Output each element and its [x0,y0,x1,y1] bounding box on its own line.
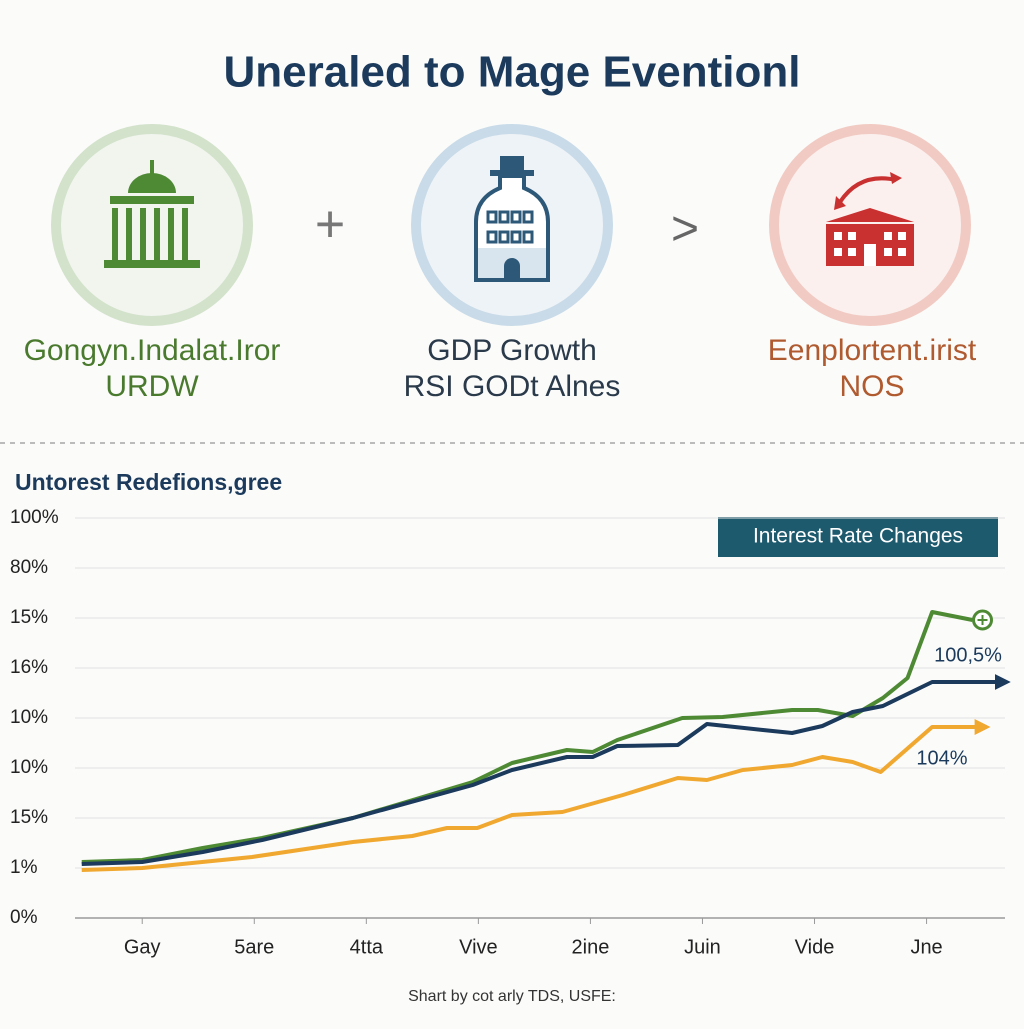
panel-label: URDW [105,370,199,403]
annotation: 100,5% [934,644,1002,666]
arrow-sign: > [671,203,699,256]
x-tick-label: Juin [684,936,721,958]
panel-label: RSI GODt Alnes [404,370,621,403]
y-tick-label: 10% [10,757,48,778]
y-tick-label: 0% [10,907,38,928]
government-icon [51,124,253,326]
panel-label: Eenplortent.irist [768,334,977,367]
x-tick-label: 5are [234,936,274,958]
badge-text: Interest Rate Changes [753,525,963,548]
panel-label: NOS [839,370,904,403]
y-tick-label: 100% [10,507,59,528]
x-tick-label: 2ine [572,936,610,958]
panel-label: Gongyn.Indalat.Iror [24,334,281,367]
y-tick-label: 80% [10,557,48,578]
badge [718,517,998,557]
chart-title: Untorest Redefions,gree [15,469,282,495]
footer: Shart by cot arly TDS, USFE: [408,988,616,1005]
annotation: 104% [916,747,967,769]
bottle-icon [411,124,613,326]
y-tick-label: 16% [10,657,48,678]
y-tick-label: 1% [10,857,38,878]
panel-label: GDP Growth [427,334,597,367]
end-marker-plus [977,615,988,625]
y-tick-label: 15% [10,807,48,828]
x-tick-label: Gay [124,936,161,958]
x-tick-label: Vide [795,936,835,958]
x-tick-label: Jne [910,936,942,958]
series-line [81,674,1011,866]
y-tick-label: 15% [10,607,48,628]
x-tick-label: Vive [459,936,498,958]
page-title: Uneraled to Mage Eventionl [224,48,801,97]
y-tick-label: 10% [10,707,48,728]
x-tick-label: 4tta [350,936,384,958]
series-line [81,719,991,872]
bank-icon [769,124,971,326]
plus-sign: + [315,196,345,254]
series-line [81,610,973,864]
